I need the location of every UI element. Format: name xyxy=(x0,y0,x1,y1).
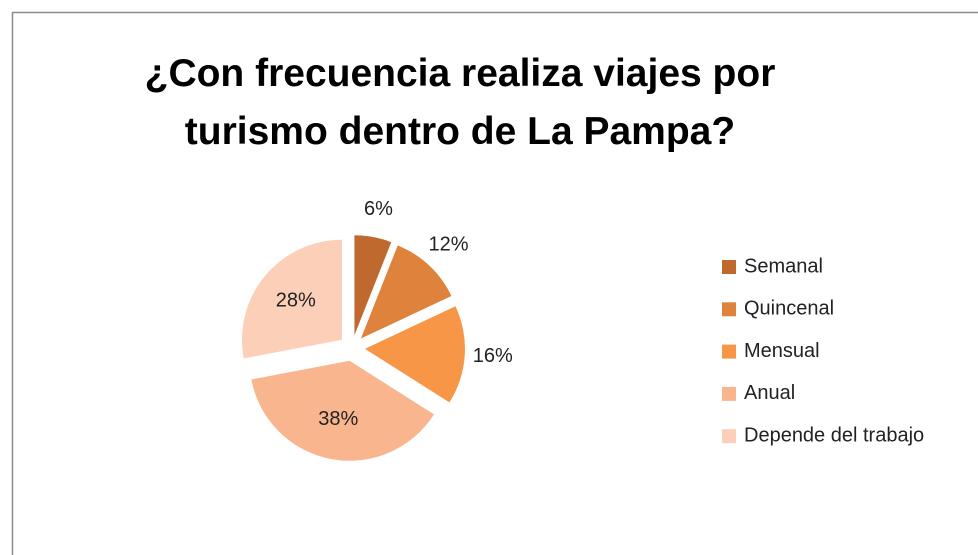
pie-slice xyxy=(241,239,342,359)
data-label: 6% xyxy=(364,198,393,220)
legend-swatch xyxy=(722,260,736,274)
legend-swatch xyxy=(722,344,736,359)
pie-slice xyxy=(360,245,452,339)
legend-swatch xyxy=(722,429,736,444)
legend-label: Anual xyxy=(744,382,795,404)
legend-swatch xyxy=(722,386,736,401)
data-label: 38% xyxy=(318,408,358,430)
legend-label: Mensual xyxy=(744,340,820,362)
chart-title: ¿Con frecuencia realiza viajes por turis… xyxy=(144,52,776,153)
legend-swatch xyxy=(722,302,736,317)
legend-label: Semanal xyxy=(744,255,823,277)
data-label: 12% xyxy=(429,233,469,255)
pie-slice xyxy=(251,360,434,461)
pie-slice xyxy=(364,306,465,403)
chart-frame xyxy=(11,11,978,555)
legend-label: Quincenal xyxy=(744,298,834,320)
pie-slice xyxy=(354,235,392,336)
data-label: 16% xyxy=(473,345,513,367)
legend-label: Depende del trabajo xyxy=(744,424,924,446)
data-label: 28% xyxy=(276,290,316,312)
